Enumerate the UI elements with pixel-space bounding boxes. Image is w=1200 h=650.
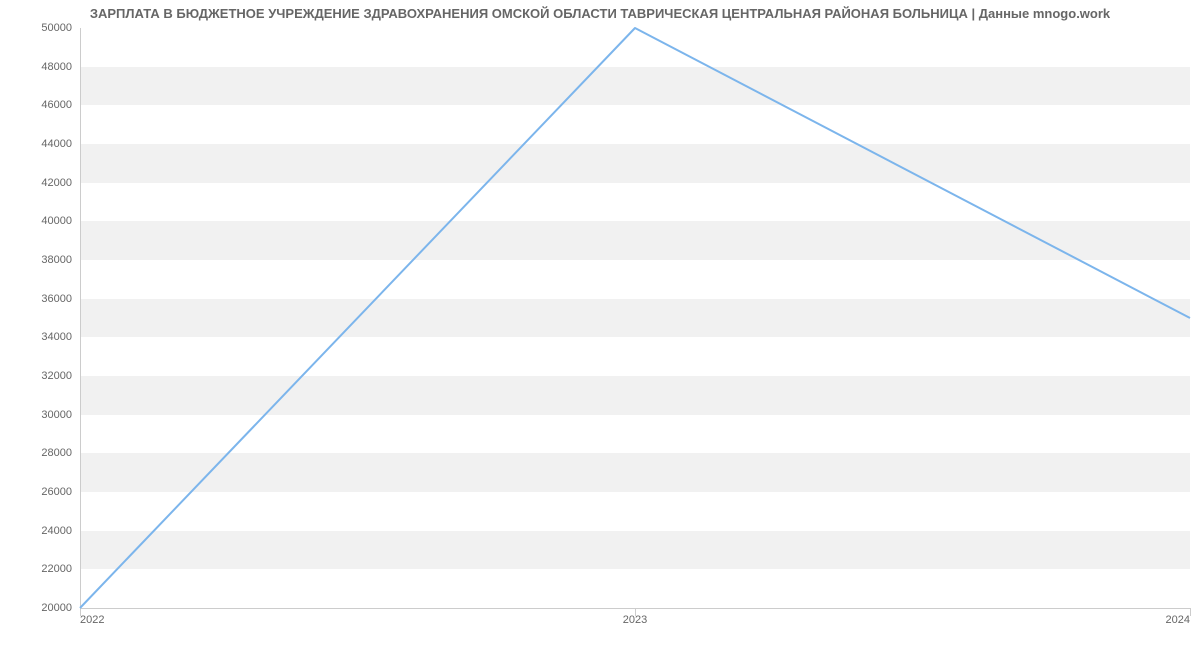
x-tick-mark bbox=[1190, 608, 1191, 616]
y-tick-label: 34000 bbox=[41, 331, 80, 343]
y-tick-label: 24000 bbox=[41, 525, 80, 537]
y-tick-label: 42000 bbox=[41, 177, 80, 189]
x-tick-label: 2024 bbox=[1166, 608, 1190, 626]
chart-container: ЗАРПЛАТА В БЮДЖЕТНОЕ УЧРЕЖДЕНИЕ ЗДРАВОХР… bbox=[0, 0, 1200, 650]
x-tick-label: 2022 bbox=[80, 608, 104, 626]
chart-title: ЗАРПЛАТА В БЮДЖЕТНОЕ УЧРЕЖДЕНИЕ ЗДРАВОХР… bbox=[0, 6, 1200, 21]
y-tick-label: 46000 bbox=[41, 99, 80, 111]
y-tick-label: 32000 bbox=[41, 370, 80, 382]
y-tick-label: 38000 bbox=[41, 254, 80, 266]
line-series-salary bbox=[80, 28, 1190, 608]
plot-area: 2000022000240002600028000300003200034000… bbox=[80, 28, 1190, 608]
y-tick-label: 44000 bbox=[41, 138, 80, 150]
y-tick-label: 50000 bbox=[41, 22, 80, 34]
y-tick-label: 36000 bbox=[41, 293, 80, 305]
y-tick-label: 48000 bbox=[41, 61, 80, 73]
y-tick-label: 26000 bbox=[41, 486, 80, 498]
y-tick-label: 40000 bbox=[41, 215, 80, 227]
y-tick-label: 30000 bbox=[41, 409, 80, 421]
y-tick-label: 22000 bbox=[41, 563, 80, 575]
y-tick-label: 28000 bbox=[41, 447, 80, 459]
y-tick-label: 20000 bbox=[41, 602, 80, 614]
x-tick-label: 2023 bbox=[623, 608, 647, 626]
line-series-layer bbox=[80, 28, 1190, 608]
